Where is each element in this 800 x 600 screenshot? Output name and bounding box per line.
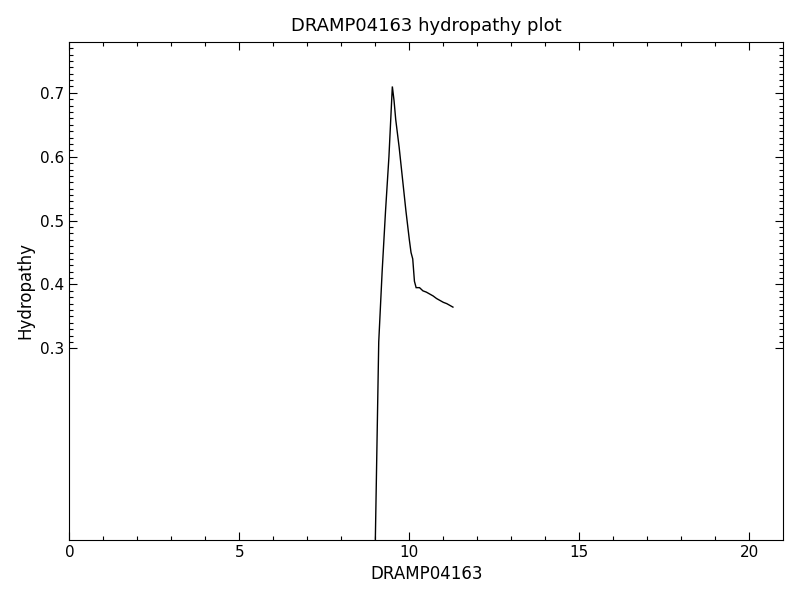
X-axis label: DRAMP04163: DRAMP04163 xyxy=(370,565,482,583)
Y-axis label: Hydropathy: Hydropathy xyxy=(17,242,34,340)
Title: DRAMP04163 hydropathy plot: DRAMP04163 hydropathy plot xyxy=(291,17,562,35)
